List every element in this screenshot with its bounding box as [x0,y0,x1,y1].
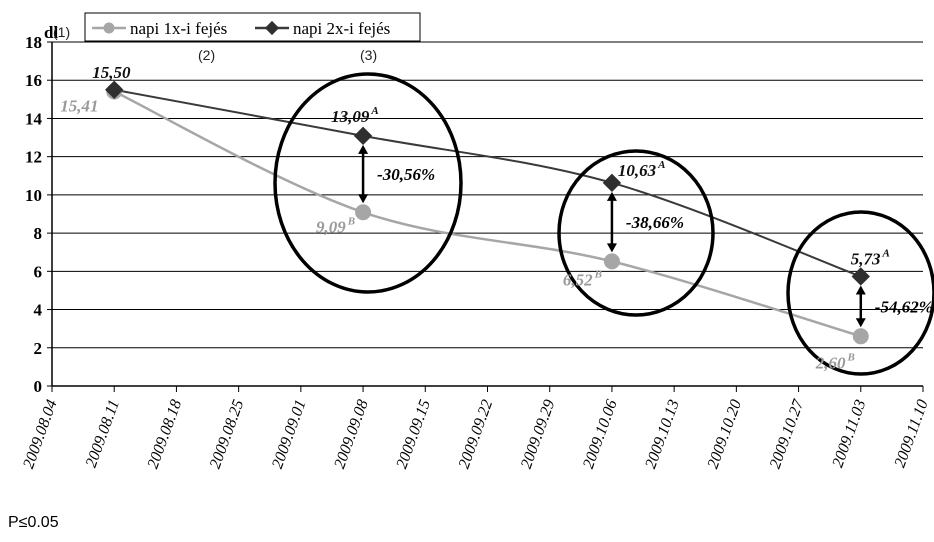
x-tick-label: 2009.11.10 [892,398,932,470]
data-point-series-2 [105,80,124,99]
arrow-head-up [358,144,369,154]
data-label-series-2: 13,09 A [331,105,379,126]
x-tick-labels: 2009.08.04 2009.08.11 2009.08.18 2009.08.25… [20,386,932,471]
x-tick-label: 2009.08.18 [145,398,186,471]
legend-label-series-2: napi 2x-i fejés [293,19,390,38]
data-label-series-1: 15,41 [60,96,98,115]
difference-arrows [358,144,866,328]
percent-annotation: -30,56% [377,165,435,184]
legend-marker-series-2 [264,20,280,36]
percent-annotation: -38,66% [626,213,684,232]
legend: napi 1x-i fejés napi 2x-i fejés [84,12,421,42]
series-line-1 [113,90,862,338]
y-tick-label: 8 [34,224,43,243]
x-tick-label: 2009.08.11 [83,398,123,470]
x-tick-label: 2009.08.04 [20,398,61,471]
arrow-head-down [606,243,617,253]
data-point-series-2 [353,126,373,146]
percent-annotation: -54,62% [875,297,933,316]
data-label-series-1: 2,60 B [815,351,855,372]
data-point-series-2 [851,267,870,286]
data-labels: -30,56% -38,66% -54,62% 15,41 9,09 B 6,52 B 2,60… [60,63,933,373]
y-tick-label: 6 [34,262,43,281]
series-line-2 [114,88,862,278]
highlight-circle [273,72,463,294]
x-tick-label: 2009.08.25 [207,398,248,471]
x-tick-label: 2009.09.08 [331,398,372,471]
x-tick-label: 2009.09.01 [269,398,310,471]
data-label-series-1: 9,09 B [316,215,355,236]
grid-lines [52,41,923,349]
y-tick-label: 18 [25,33,42,52]
x-tick-label: 2009.10.06 [580,398,621,471]
y-tick-label: 10 [25,186,42,205]
x-tick-label: 2009.11.03 [829,398,869,470]
marker-1: (1) [53,24,70,40]
y-tick-label: 4 [34,301,43,320]
x-tick-label: 2009.09.29 [518,398,559,471]
legend-box [84,12,421,42]
y-tick-label: 2 [34,339,43,358]
y-tick-label: 14 [25,109,43,128]
data-label-series-1: 6,52 B [563,268,602,289]
data-point-series-2 [602,173,622,193]
highlight-circle [786,210,934,376]
series-lines [105,80,870,345]
data-point-series-1 [603,253,620,270]
data-point-series-1 [852,328,869,345]
marker-3: (3) [360,47,377,63]
data-point-series-1 [355,204,372,221]
x-tick-label: 2009.09.22 [456,398,497,471]
data-label-series-2: 5,73 A [851,247,890,268]
highlight-circles [273,72,934,376]
y-tick-label: 0 [34,377,43,396]
marker-2: (2) [198,47,215,63]
axes [51,42,923,387]
y-tick-label: 16 [25,71,42,90]
x-tick-label: 2009.09.15 [393,398,434,471]
legend-marker-series-1 [103,22,115,34]
x-tick-label: 2009.10.20 [705,398,746,471]
arrow-head-up [606,191,617,201]
footnote: P≤0.05 [8,514,59,531]
data-label-series-2: 15,50 [92,63,131,82]
y-tick-labels: 0 2 4 6 8 10 12 14 16 18 [25,33,52,396]
y-axis-unit: dl [44,23,58,42]
arrow-head-up [855,285,866,295]
y-tick-label: 12 [25,148,42,167]
arrow-head-down [358,194,369,204]
x-tick-label: 2009.10.27 [767,397,808,471]
highlight-circle [557,149,715,317]
data-label-series-2: 10,63 A [618,159,666,180]
legend-label-series-1: napi 1x-i fejés [130,19,227,38]
x-tick-label: 2009.10.13 [642,398,683,471]
arrow-head-down [855,318,866,328]
